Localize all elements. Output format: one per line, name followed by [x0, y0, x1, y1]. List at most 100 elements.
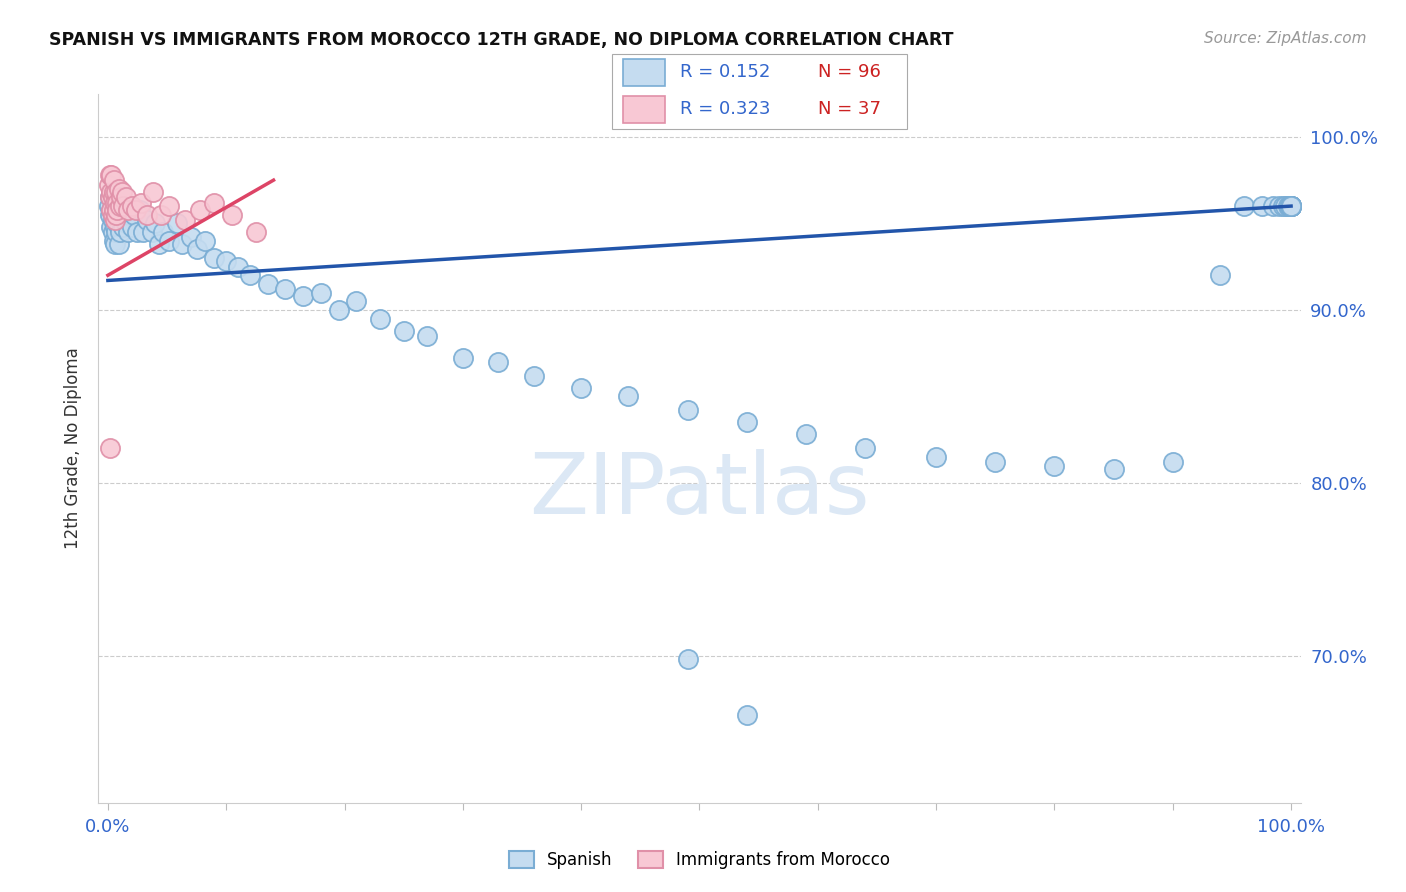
Point — [202, 251, 225, 265]
Point — [105, 225, 128, 239]
Point — [98, 178, 121, 193]
Point — [98, 168, 121, 182]
Point — [150, 208, 173, 222]
Point — [180, 230, 202, 244]
Point — [98, 208, 121, 222]
Point — [142, 186, 165, 200]
Point — [114, 208, 136, 222]
Point — [125, 202, 148, 217]
Point — [1279, 199, 1302, 213]
Point — [1161, 455, 1184, 469]
Point — [100, 186, 122, 200]
Point — [1279, 199, 1302, 213]
Point — [105, 186, 128, 200]
Point — [114, 190, 136, 204]
Point — [1279, 199, 1302, 213]
Point — [110, 190, 132, 204]
Point — [108, 208, 131, 222]
Point — [523, 368, 546, 383]
Y-axis label: 12th Grade, No Diploma: 12th Grade, No Diploma — [65, 347, 83, 549]
Text: N = 96: N = 96 — [818, 63, 882, 81]
Point — [112, 199, 135, 213]
Point — [105, 199, 128, 213]
Point — [107, 182, 129, 196]
Point — [104, 237, 127, 252]
Point — [108, 225, 131, 239]
FancyBboxPatch shape — [623, 96, 665, 123]
Point — [101, 213, 124, 227]
Point — [105, 216, 128, 230]
Point — [1279, 199, 1302, 213]
Point — [128, 202, 150, 217]
Point — [1102, 462, 1125, 476]
Point — [451, 351, 474, 366]
Point — [256, 277, 278, 291]
Point — [105, 208, 128, 222]
Point — [104, 213, 127, 227]
Point — [735, 415, 758, 429]
Text: R = 0.152: R = 0.152 — [679, 63, 770, 81]
Point — [122, 208, 145, 222]
Point — [103, 202, 125, 217]
Point — [1279, 199, 1302, 213]
Point — [1279, 199, 1302, 213]
Point — [1278, 199, 1301, 213]
Point — [98, 442, 121, 456]
Point — [98, 190, 121, 204]
Point — [1263, 199, 1285, 213]
Point — [104, 202, 127, 217]
Point — [103, 208, 125, 222]
Point — [416, 328, 439, 343]
Text: Source: ZipAtlas.com: Source: ZipAtlas.com — [1204, 31, 1367, 46]
Legend: Spanish, Immigrants from Morocco: Spanish, Immigrants from Morocco — [502, 845, 897, 876]
Point — [105, 208, 128, 222]
Point — [1279, 199, 1302, 213]
Point — [1278, 199, 1301, 213]
Point — [1209, 268, 1232, 283]
Point — [100, 202, 122, 217]
Point — [132, 225, 155, 239]
Point — [117, 225, 139, 239]
Point — [101, 195, 124, 210]
Point — [100, 219, 122, 234]
Point — [676, 403, 699, 417]
Point — [1250, 199, 1272, 213]
Point — [143, 216, 166, 230]
Point — [105, 195, 128, 210]
Point — [925, 450, 948, 464]
Point — [100, 186, 122, 200]
Point — [172, 237, 194, 252]
Point — [117, 202, 139, 217]
Point — [735, 707, 758, 722]
Point — [110, 199, 132, 213]
Point — [1268, 199, 1291, 213]
FancyBboxPatch shape — [623, 59, 665, 87]
Point — [309, 285, 332, 300]
Point — [194, 234, 217, 248]
Point — [148, 237, 170, 252]
Point — [221, 208, 243, 222]
Point — [100, 202, 122, 217]
Point — [245, 225, 267, 239]
Point — [676, 652, 699, 666]
Point — [157, 234, 180, 248]
Text: R = 0.323: R = 0.323 — [679, 100, 770, 119]
Text: SPANISH VS IMMIGRANTS FROM MOROCCO 12TH GRADE, NO DIPLOMA CORRELATION CHART: SPANISH VS IMMIGRANTS FROM MOROCCO 12TH … — [49, 31, 953, 49]
Point — [107, 219, 129, 234]
Point — [101, 225, 124, 239]
Point — [103, 199, 125, 213]
Point — [108, 199, 131, 213]
Text: N = 37: N = 37 — [818, 100, 882, 119]
Point — [617, 389, 640, 403]
Text: ZIPatlas: ZIPatlas — [529, 450, 870, 533]
Point — [103, 186, 125, 200]
Point — [114, 216, 136, 230]
Point — [98, 199, 121, 213]
FancyBboxPatch shape — [612, 54, 907, 129]
Point — [129, 195, 152, 210]
Point — [100, 168, 122, 182]
Point — [103, 234, 125, 248]
Point — [105, 202, 128, 217]
Point — [136, 213, 159, 227]
Point — [1043, 458, 1066, 473]
